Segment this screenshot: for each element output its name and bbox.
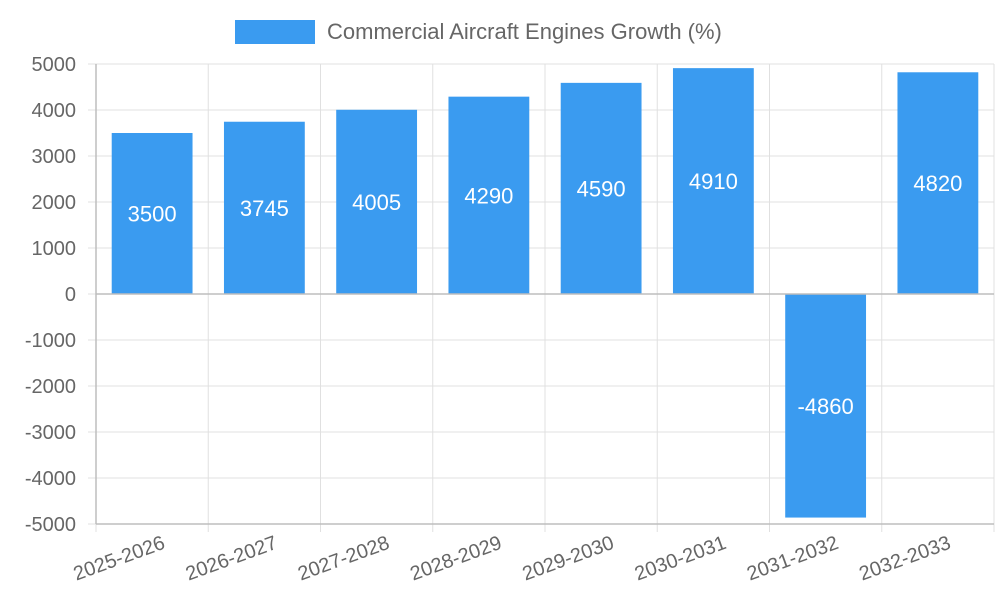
y-tick-label: 0: [65, 284, 76, 306]
bar: [560, 82, 642, 294]
y-tick-label: 5000: [32, 54, 77, 76]
data-label: 4290: [464, 183, 513, 208]
bar: [111, 133, 193, 294]
bar: [897, 72, 979, 294]
legend-swatch: [235, 20, 315, 44]
data-label: 3745: [240, 196, 289, 221]
y-tick-label: 4000: [32, 100, 77, 122]
y-tick-label: -1000: [25, 330, 76, 352]
data-label: -4860: [797, 394, 853, 419]
y-tick-label: -2000: [25, 376, 76, 398]
y-tick-label: 3000: [32, 146, 77, 168]
bar: [223, 121, 305, 294]
axes: [95, 64, 994, 525]
x-tick-label: 2029-2030: [520, 532, 617, 585]
y-tick-label: -5000: [25, 514, 76, 536]
x-tick-label: 2026-2027: [183, 532, 280, 585]
bars: [111, 68, 979, 518]
data-label: 4005: [352, 190, 401, 215]
x-tick-label: 2030-2031: [632, 532, 729, 585]
x-tick-label: 2025-2026: [71, 532, 168, 585]
legend-label: Commercial Aircraft Engines Growth (%): [327, 19, 722, 44]
y-tick-label: -3000: [25, 422, 76, 444]
legend: Commercial Aircraft Engines Growth (%): [235, 19, 722, 44]
data-label: 3500: [128, 202, 177, 227]
data-label: 4590: [577, 176, 626, 201]
x-tick-label: 2028-2029: [407, 532, 504, 585]
bar: [672, 68, 754, 294]
x-tick-label: 2031-2032: [744, 532, 841, 585]
bar: [336, 109, 418, 295]
data-label: 4910: [689, 169, 738, 194]
y-tick-label: 1000: [32, 238, 77, 260]
data-label: 4820: [913, 171, 962, 196]
y-tick-label: -4000: [25, 468, 76, 490]
bar: [785, 294, 867, 518]
x-tick-label: 2032-2033: [856, 532, 953, 585]
x-tick-label: 2027-2028: [295, 532, 392, 585]
bar: [448, 96, 530, 294]
y-tick-label: 2000: [32, 192, 77, 214]
